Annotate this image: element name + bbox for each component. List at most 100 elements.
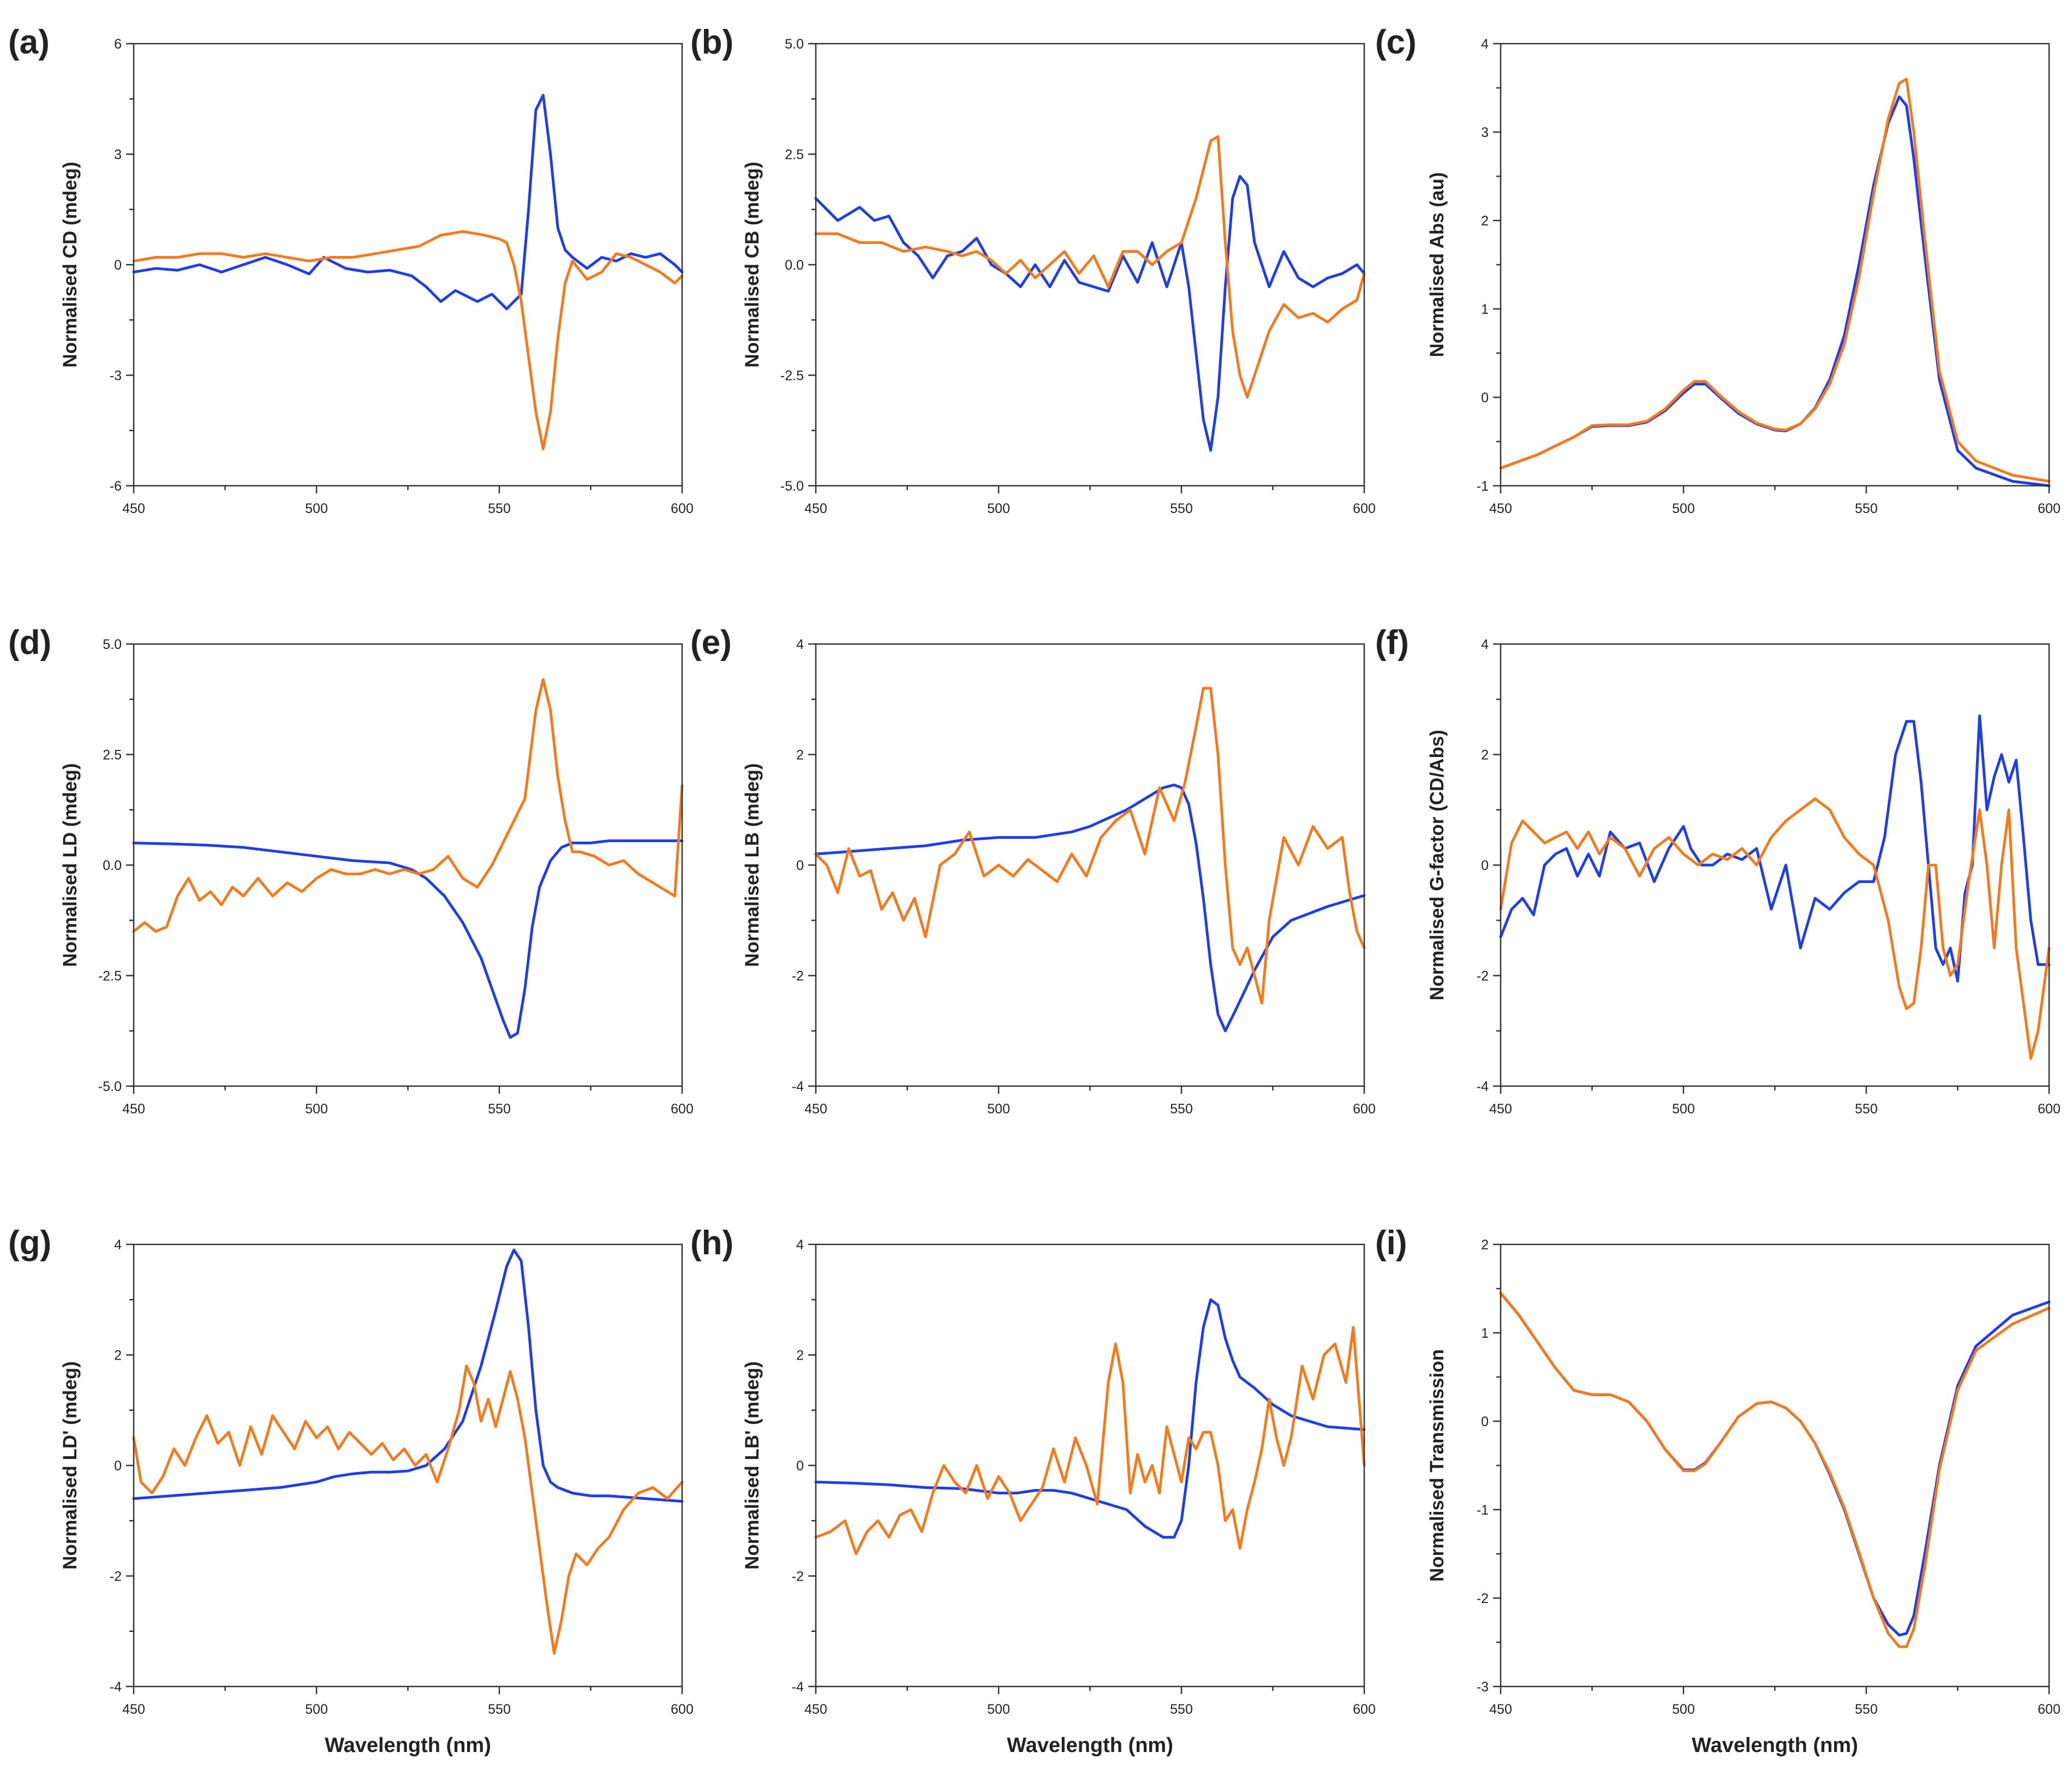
y-tick-label-g: 2	[114, 1348, 122, 1363]
y-tick-label-b: 0.0	[785, 258, 804, 273]
plot-frame-b	[815, 43, 1365, 487]
x-tick-label-f: 600	[2038, 1101, 2061, 1117]
x-tick-label-h: 550	[1170, 1702, 1193, 1717]
y-tick-label-c: -1	[1477, 479, 1489, 494]
y-tick-label-h: 2	[796, 1348, 804, 1363]
series-line-f-blue	[1499, 714, 2051, 983]
x-tick-label-d: 500	[305, 1101, 328, 1117]
y-axis-title-b: Normalised CB (mdeg)	[742, 162, 763, 367]
x-tick-label-e: 550	[1170, 1101, 1193, 1117]
x-tick-label-c: 600	[2038, 501, 2061, 516]
y-axis-title-h: Normalised LB' (mdeg)	[742, 1361, 763, 1570]
series-line-e-blue	[814, 783, 1366, 1033]
y-axis-title-d: Normalised LD (mdeg)	[59, 763, 81, 967]
y-tick-label-e: -2	[792, 969, 804, 984]
panel-label-h: (h)	[690, 1224, 733, 1262]
x-tick-label-b: 500	[987, 501, 1010, 516]
x-tick-label-d: 550	[488, 1101, 511, 1117]
y-tick-label-e: 4	[796, 637, 804, 652]
y-tick-label-f: -4	[1477, 1079, 1489, 1094]
y-tick-label-c: 3	[1481, 125, 1489, 140]
series-line-b-orange	[814, 135, 1366, 399]
y-tick-label-b: 2.5	[785, 147, 804, 163]
y-tick-label-f: -2	[1477, 969, 1489, 984]
y-tick-label-a: 0	[114, 258, 122, 273]
x-tick-label-i: 600	[2038, 1702, 2061, 1717]
x-tick-label-g: 600	[671, 1702, 694, 1717]
x-tick-label-h: 600	[1353, 1702, 1376, 1717]
x-tick-label-c: 450	[1489, 501, 1512, 516]
x-tick-label-f: 500	[1672, 1101, 1695, 1117]
plot-frame-i	[1500, 1243, 2050, 1688]
panel-label-a: (a)	[8, 23, 50, 61]
y-tick-label-a: 6	[114, 37, 122, 52]
x-tick-label-d: 450	[122, 1101, 145, 1117]
series-line-c-orange	[1499, 78, 2051, 483]
plot-frame-d	[133, 643, 683, 1087]
y-tick-label-f: 0	[1481, 858, 1489, 873]
x-tick-label-b: 450	[804, 501, 827, 516]
y-tick-label-h: 4	[796, 1237, 804, 1253]
y-tick-label-c: 1	[1481, 302, 1489, 317]
chart-panel-g: 450 500 550 600 -4 -2 0 2 4 Normalised LD' (mdeg)…	[8, 1224, 694, 1757]
y-tick-label-i: -1	[1477, 1503, 1489, 1518]
y-tick-label-h: 0	[796, 1458, 804, 1474]
x-tick-label-b: 600	[1353, 501, 1376, 516]
series-line-g-blue	[132, 1248, 684, 1503]
y-tick-label-e: -4	[792, 1079, 804, 1094]
y-axis-title-g: Normalised LD' (mdeg)	[59, 1361, 81, 1570]
y-tick-label-d: -5.0	[98, 1079, 122, 1094]
series-line-c-blue	[1499, 95, 2051, 487]
y-tick-label-g: -2	[110, 1569, 122, 1584]
series-line-i-blue	[1499, 1291, 2051, 1637]
y-tick-label-i: 1	[1481, 1326, 1489, 1341]
series-line-h-orange	[814, 1326, 1366, 1556]
y-tick-label-g: 4	[114, 1237, 122, 1253]
chart-panel-b: 450 500 550 600 -5.0 -2.5 0.0 2.5 5.0 Normalised …	[690, 23, 1376, 516]
x-tick-label-d: 600	[671, 1101, 694, 1117]
y-tick-label-c: 0	[1481, 390, 1489, 406]
panel-label-g: (g)	[8, 1224, 51, 1262]
plot-frame-h	[815, 1243, 1365, 1688]
y-tick-label-b: 5.0	[785, 37, 804, 52]
y-tick-label-a: 3	[114, 147, 122, 163]
x-tick-label-g: 450	[122, 1702, 145, 1717]
series-line-a-blue	[132, 94, 684, 311]
y-tick-label-i: 0	[1481, 1414, 1489, 1429]
panel-label-c: (c)	[1375, 23, 1417, 61]
x-tick-label-f: 450	[1489, 1101, 1512, 1117]
series-line-d-blue	[132, 839, 684, 1039]
x-axis-title-g: Wavelength (nm)	[325, 1734, 491, 1757]
x-tick-label-e: 500	[987, 1101, 1010, 1117]
y-tick-label-f: 4	[1481, 637, 1489, 652]
y-axis-title-f: Normalised G-factor (CD/Abs)	[1426, 730, 1448, 1000]
series-line-d-orange	[132, 678, 684, 933]
y-tick-label-c: 4	[1481, 37, 1489, 52]
y-tick-label-b: -2.5	[780, 368, 804, 384]
y-tick-label-e: 0	[796, 858, 804, 873]
panel-label-e: (e)	[690, 624, 732, 661]
y-axis-title-a: Normalised CD (mdeg)	[59, 162, 81, 367]
y-tick-label-c: 2	[1481, 213, 1489, 229]
y-tick-label-b: -5.0	[780, 479, 804, 494]
y-tick-label-e: 2	[796, 748, 804, 763]
x-tick-label-i: 500	[1672, 1702, 1695, 1717]
x-tick-label-c: 500	[1672, 501, 1695, 516]
chart-panel-c: 450 500 550 600 -1 0 1 2 3 4 Normalised Abs (au) (c…	[1375, 23, 2061, 516]
y-tick-label-d: 2.5	[103, 748, 122, 763]
chart-panel-i: 450 500 550 600 -3 -2 -1 0 1 2 Normalised Transmis…	[1375, 1224, 2061, 1757]
y-tick-label-g: -4	[110, 1679, 122, 1695]
chart-panel-f: 450 500 550 600 -4 -2 0 2 4 Normalised G-factor (…	[1375, 624, 2061, 1117]
chart-panel-e: 450 500 550 600 -4 -2 0 2 4 Normalised LB (mdeg) (…	[690, 624, 1376, 1117]
y-tick-label-i: 2	[1481, 1237, 1489, 1253]
x-tick-label-a: 450	[122, 501, 145, 516]
y-axis-title-e: Normalised LB (mdeg)	[742, 763, 763, 967]
x-axis-title-h: Wavelength (nm)	[1007, 1734, 1173, 1757]
chart-panel-d: 450 500 550 600 -5.0 -2.5 0.0 2.5 5.0 Normalised …	[8, 624, 694, 1117]
y-tick-label-f: 2	[1481, 748, 1489, 763]
series-line-a-orange	[132, 230, 684, 450]
y-axis-title-i: Normalised Transmission	[1426, 1349, 1448, 1582]
chart-panel-a: 450 500 550 600 -6 -3 0 3 6 Normalised CD (mdeg) (…	[8, 23, 694, 516]
y-tick-label-h: -2	[792, 1569, 804, 1584]
y-tick-label-g: 0	[114, 1458, 122, 1474]
